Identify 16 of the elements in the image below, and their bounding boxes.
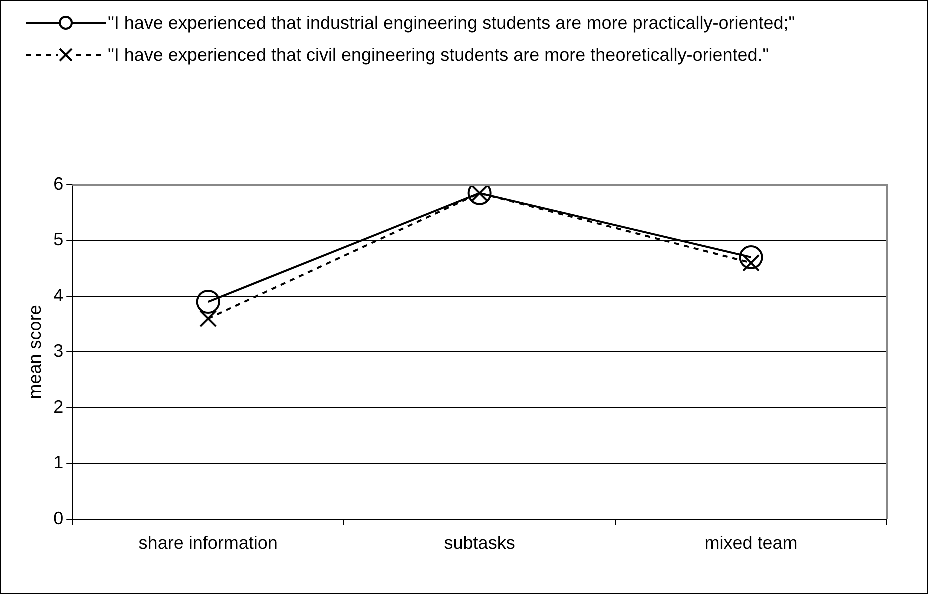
legend-label: "I have experienced that civil engineering students are more theoretically-oriented." [108,44,770,67]
y-tick-label: 2 [54,396,64,417]
point [196,290,220,314]
y-tick-label: 5 [54,230,64,250]
legend-label: "I have experienced that industrial engineering students are more practically-oriented;" [108,12,796,35]
y-tick-label: 4 [54,285,64,306]
x-tick-label: mixed team [704,533,798,554]
y-axis-title: mean score [24,305,45,400]
x-tick-label: subtasks [444,533,516,554]
x-tick-label: share information [138,533,278,554]
point [739,245,764,270]
y-tick-label: 1 [54,452,64,473]
y-tick-label: 3 [54,341,64,362]
point [200,310,218,328]
y-tick-label: 0 [54,508,64,528]
y-tick-label: 6 [54,174,64,194]
